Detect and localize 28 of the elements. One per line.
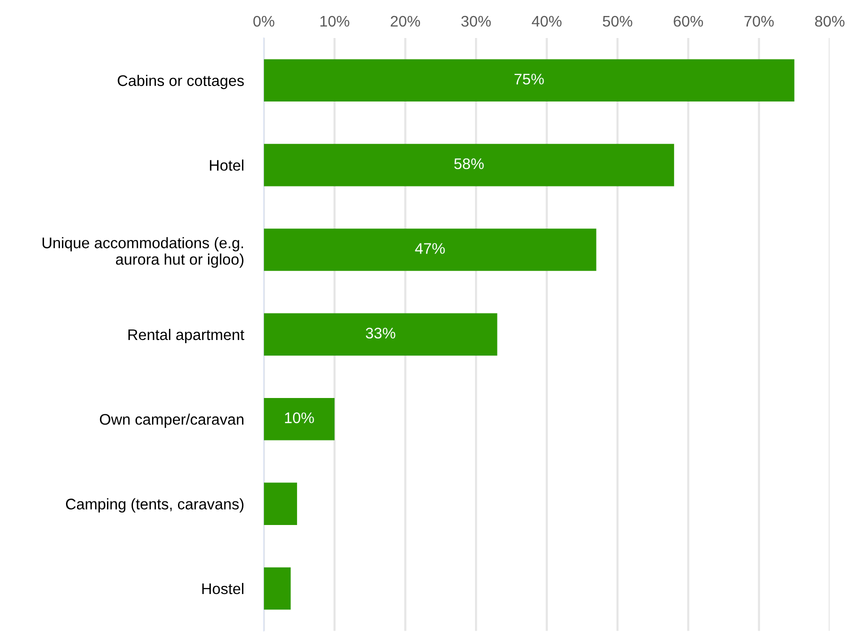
bar: [264, 313, 498, 356]
x-tick-label: 30%: [461, 16, 491, 27]
data-label: 10%: [285, 412, 314, 424]
x-tick-label: 10%: [320, 16, 350, 27]
y-tick-label: Hotel: [210, 160, 244, 171]
x-tick-label: 50%: [602, 16, 632, 27]
data-label: 75%: [514, 74, 544, 84]
y-tick-label: Unique accommodations (e.g. aurora hut or igloo): [42, 237, 244, 268]
bar: [264, 228, 596, 271]
bar: [264, 482, 298, 525]
bar: [264, 567, 291, 610]
x-tick-label: 70%: [744, 16, 774, 27]
x-tick-label: 60%: [674, 16, 703, 27]
bar: [264, 398, 335, 440]
data-label: 33%: [366, 328, 396, 339]
x-tick-label: 0%: [253, 16, 274, 27]
x-tick-label: 80%: [815, 16, 844, 27]
data-label: 47%: [415, 243, 445, 254]
y-tick-label: Cabins or cottages: [118, 74, 244, 90]
y-tick-label: Rental apartment: [128, 328, 244, 344]
y-tick-label: Hostel: [202, 582, 244, 594]
y-tick-label: Own camper/caravan: [100, 414, 244, 428]
x-tick-label: 20%: [390, 16, 420, 27]
y-tick-label: Camping (tents, caravans): [66, 498, 244, 513]
bar: [264, 144, 674, 186]
x-tick-label: 40%: [532, 16, 562, 27]
data-label: 58%: [454, 158, 484, 170]
bar: [264, 59, 794, 102]
